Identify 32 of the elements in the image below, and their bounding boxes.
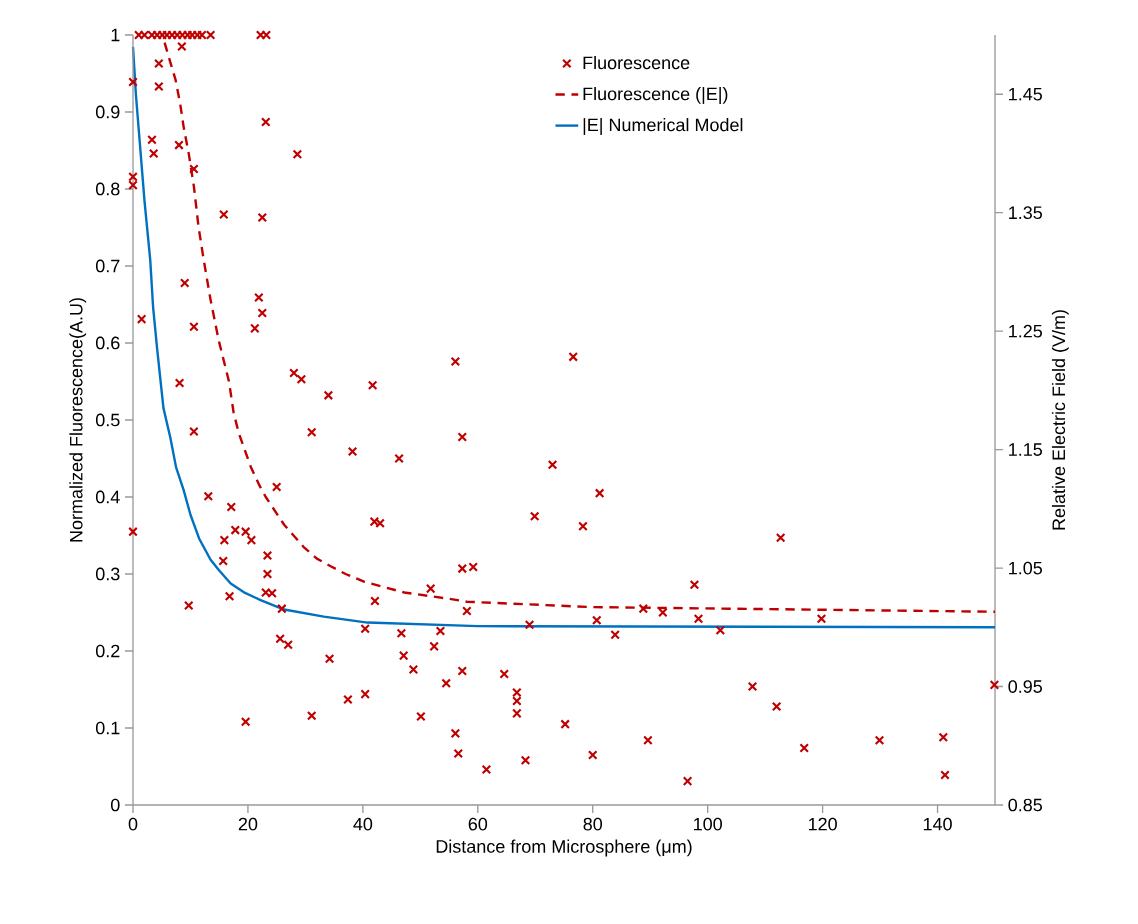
legend-label: Fluorescence [583,55,690,70]
y-tick-label: 0 [110,798,120,812]
y-tick-label: 0.9 [95,105,120,119]
y2-tick-label: 0.95 [1008,680,1043,693]
y-tick-label: 0.8 [95,182,120,196]
x-tick-label: 140 [923,817,952,831]
x-axis-title: Distance from Microsphere (μm) [436,839,692,857]
x-tick-label: 120 [808,817,837,831]
legend-label: |E| Numerical Model [583,118,743,135]
y-tick-label: 0.1 [95,721,120,735]
y-axis-title: Normalized Fluorescence(A.U) [69,298,87,542]
x-tick-label: 0 [128,817,138,831]
y2-tick-label: 1.05 [1009,561,1043,575]
y-tick-label: 0.5 [95,413,120,427]
y2-tick-label: 1.15 [1009,443,1043,456]
x-tick-label: 20 [238,817,258,831]
y2-tick-label: 0.85 [1008,798,1043,812]
legend-label: Fluorescence (|E|) [583,87,728,104]
x-tick-label: 40 [353,817,373,831]
y-tick-label: 1 [111,28,120,42]
y-tick-label: 0.3 [95,567,120,581]
x-tick-label: 60 [468,817,488,831]
y-tick-label: 0.6 [95,336,120,350]
y-tick-label: 0.4 [95,490,120,504]
x-tick-label: 80 [583,817,603,831]
y2-tick-label: 1.35 [1009,206,1043,220]
y-tick-label: 0.7 [95,259,120,273]
y2-tick-label: 1.25 [1009,324,1043,338]
y2-tick-label: 1.45 [1009,87,1043,101]
x-tick-label: 100 [694,817,722,831]
y-tick-label: 0.2 [95,644,120,658]
y2-axis-title: Relative Electric Field (V/m) [1051,310,1069,530]
